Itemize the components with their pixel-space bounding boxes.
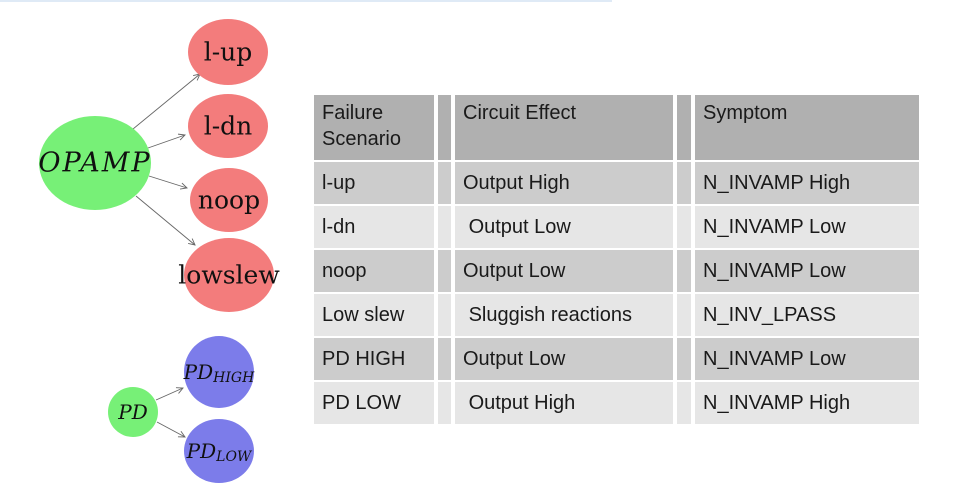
node-shape [108, 387, 158, 437]
top-border-line [0, 0, 612, 2]
cell-spacer [438, 338, 451, 380]
cell-spacer [438, 294, 451, 336]
cell-scenario: PD LOW [314, 382, 434, 424]
header-failure-scenario: Failure Scenario [314, 95, 434, 160]
node-opamp: OPAMP [38, 116, 151, 210]
cell-symptom: N_INVAMP Low [695, 338, 919, 380]
node-label: PDHIGH [183, 360, 255, 386]
cell-effect: Output High [455, 162, 673, 204]
cell-spacer [438, 206, 451, 248]
node-label: PD [117, 400, 148, 424]
node-label: lowslew [178, 261, 280, 290]
table-row: l-dn Output Low N_INVAMP Low [314, 206, 919, 248]
node-label: l-up [204, 38, 253, 67]
fault-tree-diagram: OPAMP l-up l-dn noop lowslew PD PDHIGH PDLOW [38, 19, 280, 483]
node-lowslew: lowslew [178, 238, 280, 312]
header-symptom: Symptom [695, 95, 919, 160]
node-shape [184, 336, 254, 408]
cell-scenario: Low slew [314, 294, 434, 336]
cell-scenario: l-dn [314, 206, 434, 248]
edge-arrow [155, 387, 184, 401]
cell-spacer [438, 382, 451, 424]
node-label: noop [198, 186, 260, 215]
edge-arrow [148, 175, 188, 190]
cell-effect: Output Low [455, 250, 673, 292]
node-label: l-dn [204, 112, 253, 141]
table-row: l-up Output High N_INVAMP High [314, 162, 919, 204]
node-label: PDLOW [186, 439, 253, 465]
cell-symptom: N_INV_LPASS [695, 294, 919, 336]
header-spacer-2 [677, 95, 691, 160]
table-row: noop Output Low N_INVAMP Low [314, 250, 919, 292]
cell-scenario: noop [314, 250, 434, 292]
node-shape [184, 238, 274, 312]
cell-spacer [677, 162, 691, 204]
diagram-nodes: OPAMP l-up l-dn noop lowslew PD PDHIGH PDLOW [38, 19, 280, 483]
table-row: PD HIGH Output Low N_INVAMP Low [314, 338, 919, 380]
header-circuit-effect: Circuit Effect [455, 95, 673, 160]
cell-effect: Output High [455, 382, 673, 424]
node-noop: noop [190, 168, 268, 232]
cell-effect: Sluggish reactions [455, 294, 673, 336]
cell-symptom: N_INVAMP Low [695, 250, 919, 292]
cell-effect: Output Low [455, 338, 673, 380]
edge-arrow [132, 73, 201, 130]
cell-scenario: PD HIGH [314, 338, 434, 380]
cell-symptom: N_INVAMP High [695, 162, 919, 204]
diagram-edges [132, 73, 201, 438]
failure-scenario-table: Failure Scenario Circuit Effect Symptom … [310, 93, 923, 426]
node-shape [188, 19, 268, 85]
cell-spacer [438, 250, 451, 292]
edge-arrow [147, 133, 186, 149]
header-spacer-1 [438, 95, 451, 160]
node-l-dn: l-dn [188, 94, 268, 158]
node-shape [184, 419, 254, 483]
cell-symptom: N_INVAMP Low [695, 206, 919, 248]
table-header-row: Failure Scenario Circuit Effect Symptom [314, 95, 919, 160]
node-pd-low: PDLOW [184, 419, 254, 483]
cell-scenario: l-up [314, 162, 434, 204]
node-shape [188, 94, 268, 158]
cell-effect: Output Low [455, 206, 673, 248]
cell-symptom: N_INVAMP High [695, 382, 919, 424]
table-row: PD LOW Output High N_INVAMP High [314, 382, 919, 424]
node-l-up: l-up [188, 19, 268, 85]
edge-arrow [156, 421, 186, 438]
cell-spacer [677, 382, 691, 424]
cell-spacer [438, 162, 451, 204]
node-label: OPAMP [38, 148, 151, 179]
cell-spacer [677, 206, 691, 248]
node-shape [39, 116, 151, 210]
table-row: Low slew Sluggish reactions N_INV_LPASS [314, 294, 919, 336]
cell-spacer [677, 250, 691, 292]
node-pd-high: PDHIGH [183, 336, 255, 408]
edge-arrow [135, 195, 196, 246]
cell-spacer [677, 294, 691, 336]
node-shape [190, 168, 268, 232]
node-pd: PD [108, 387, 158, 437]
cell-spacer [677, 338, 691, 380]
